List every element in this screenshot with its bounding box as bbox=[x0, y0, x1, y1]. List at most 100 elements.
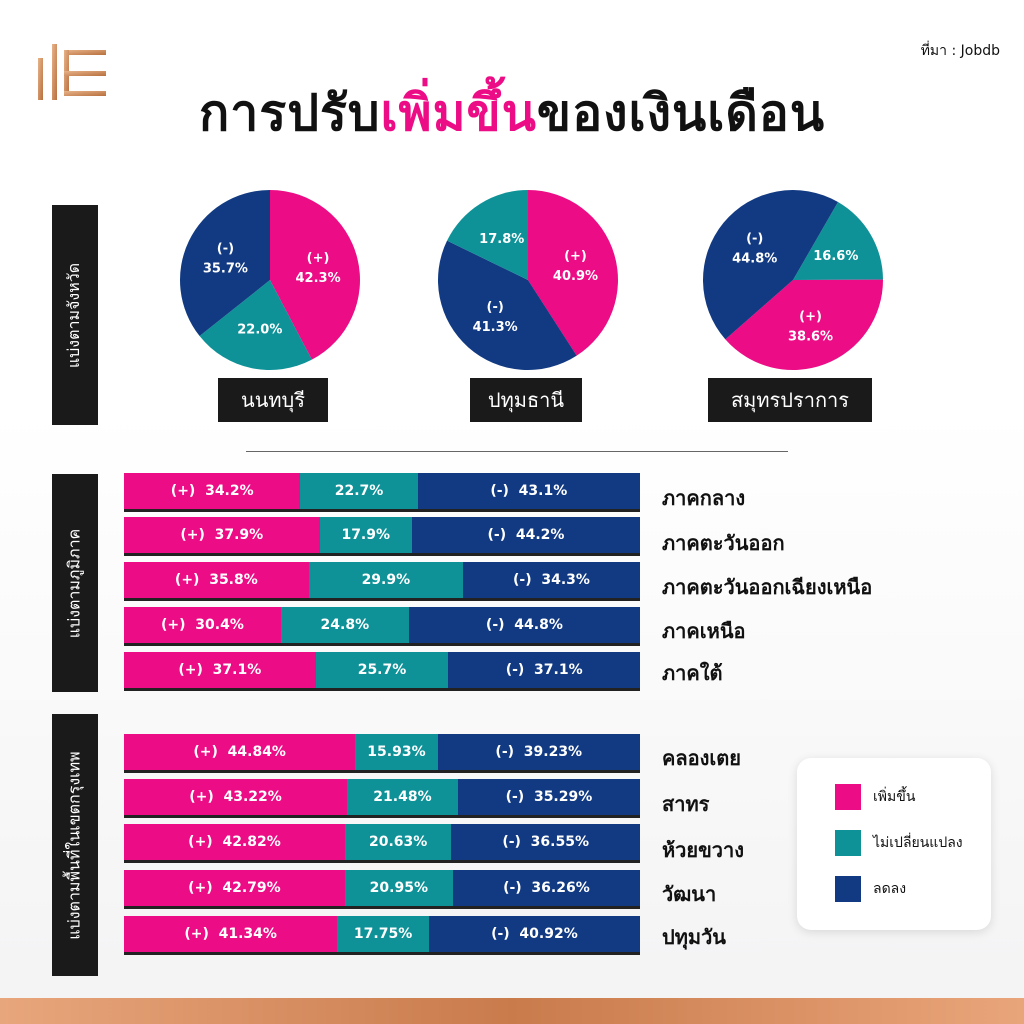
bangkok-category-label: ปทุมวัน bbox=[662, 925, 726, 949]
pie-value-label-decrease: 35.7% bbox=[203, 262, 248, 277]
bar-segment-decrease: (-) 36.55% bbox=[451, 824, 640, 860]
region-bar-row: (+) 35.8% 29.9% (-) 34.3% bbox=[124, 562, 640, 601]
bangkok-bar-row: (+) 44.84% 15.93% (-) 39.23% bbox=[124, 734, 640, 773]
province-label-samutprakan: สมุทรปราการ bbox=[708, 378, 872, 422]
title-part-1: การปรับ bbox=[199, 84, 381, 142]
pie-slice-unchanged bbox=[199, 280, 312, 370]
bar-segment-unchanged: 25.7% bbox=[315, 652, 449, 688]
pie-chart-nonthaburi: (+) 42.3% 22.0% (-) 35.7% bbox=[180, 190, 360, 370]
pie-prefix-increase: (+) bbox=[307, 251, 330, 266]
bangkok-bar-row: (+) 43.22% 21.48% (-) 35.29% bbox=[124, 779, 640, 818]
section-label-region: แบ่งตามภูมิภาค bbox=[64, 528, 84, 638]
legend-label-unchanged: ไม่เปลี่ยนแปลง bbox=[873, 835, 963, 851]
pie-value-label-unchanged: 22.0% bbox=[237, 322, 282, 337]
bangkok-category-label: สาทร bbox=[662, 792, 710, 816]
region-bar-row: (+) 37.1% 25.7% (-) 37.1% bbox=[124, 652, 640, 691]
pie-slice-unchanged bbox=[447, 190, 528, 280]
bar-segment-increase: (+) 37.9% bbox=[124, 517, 320, 553]
pie-chart-samutprakan: 16.6% (+) 38.6% (-) 44.8% bbox=[702, 189, 883, 370]
section-divider bbox=[246, 451, 788, 452]
region-category-label: ภาคตะวันออก bbox=[662, 531, 785, 555]
bar-segment-decrease: (-) 43.1% bbox=[417, 473, 640, 509]
legend-label-increase: เพิ่มขึ้น bbox=[873, 789, 916, 805]
bar-segment-unchanged: 22.7% bbox=[300, 473, 418, 509]
pie-slice-increase bbox=[725, 279, 883, 370]
title-part-2: ของเงินเดือน bbox=[536, 84, 825, 142]
bar-segment-decrease: (-) 35.29% bbox=[457, 779, 640, 815]
bar-segment-decrease: (-) 34.3% bbox=[463, 562, 640, 598]
bar-segment-unchanged: 29.9% bbox=[308, 562, 463, 598]
bar-segment-unchanged: 21.48% bbox=[347, 779, 458, 815]
region-category-label: ภาคใต้ bbox=[662, 661, 723, 685]
bar-segment-increase: (+) 42.82% bbox=[124, 824, 345, 860]
pie-value-label-decrease: 41.3% bbox=[473, 320, 518, 335]
legend-label-decrease: ลดลง bbox=[873, 881, 907, 897]
pie-slice-increase bbox=[270, 190, 360, 360]
bangkok-category-label: ห้วยขวาง bbox=[662, 838, 745, 862]
bar-segment-increase: (+) 30.4% bbox=[124, 607, 281, 643]
bangkok-category-label: วัฒนา bbox=[662, 882, 717, 906]
bar-segment-increase: (+) 43.22% bbox=[124, 779, 348, 815]
pie-prefix-decrease: (-) bbox=[217, 242, 234, 257]
bar-segment-decrease: (-) 37.1% bbox=[448, 652, 640, 688]
bangkok-bar-row: (+) 42.79% 20.95% (-) 36.26% bbox=[124, 870, 640, 909]
bar-segment-unchanged: 20.95% bbox=[344, 870, 453, 906]
bar-segment-increase: (+) 44.84% bbox=[124, 734, 356, 770]
pie-value-label-unchanged: 16.6% bbox=[813, 249, 858, 264]
page-title: การปรับเพิ่มขึ้นของเงินเดือน bbox=[0, 74, 1024, 153]
region-category-label: ภาคเหนือ bbox=[662, 619, 746, 643]
region-bar-row: (+) 37.9% 17.9% (-) 44.2% bbox=[124, 517, 640, 556]
pie-value-label-increase: 38.6% bbox=[788, 329, 833, 344]
region-category-label: ภาคตะวันออกเฉียงเหนือ bbox=[662, 575, 873, 599]
pie-slice-decrease bbox=[702, 189, 838, 340]
pie-value-label-increase: 40.9% bbox=[553, 269, 598, 284]
bangkok-category-label: คลองเตย bbox=[662, 746, 741, 770]
pie-slice-decrease bbox=[180, 190, 270, 337]
bar-segment-increase: (+) 37.1% bbox=[124, 652, 316, 688]
section-label-province: แบ่งตามจังหวัด bbox=[64, 262, 84, 368]
pie-slice-decrease bbox=[438, 240, 577, 370]
pie-chart-pathumthani: (+) 40.9% (-) 41.3% 17.8% bbox=[438, 190, 618, 370]
bar-segment-increase: (+) 42.79% bbox=[124, 870, 345, 906]
section-tab-bangkok: แบ่งตามพื้นที่ในเขตกรุงเทพ bbox=[52, 714, 98, 976]
legend-swatch-unchanged bbox=[835, 830, 861, 856]
section-label-bangkok: แบ่งตามพื้นที่ในเขตกรุงเทพ bbox=[64, 750, 84, 940]
legend-item-increase: เพิ่มขึ้น bbox=[835, 784, 915, 810]
legend-item-decrease: ลดลง bbox=[835, 876, 906, 902]
pie-prefix-decrease: (-) bbox=[746, 232, 763, 247]
section-tab-region: แบ่งตามภูมิภาค bbox=[52, 474, 98, 692]
province-label-nonthaburi: นนทบุรี bbox=[218, 378, 328, 422]
bar-segment-increase: (+) 41.34% bbox=[124, 916, 338, 952]
legend-item-unchanged: ไม่เปลี่ยนแปลง bbox=[835, 830, 963, 856]
region-category-label: ภาคกลาง bbox=[662, 486, 746, 510]
legend-swatch-decrease bbox=[835, 876, 861, 902]
region-bar-row: (+) 30.4% 24.8% (-) 44.8% bbox=[124, 607, 640, 646]
section-tab-province: แบ่งตามจังหวัด bbox=[52, 205, 98, 425]
region-bar-row: (+) 34.2% 22.7% (-) 43.1% bbox=[124, 473, 640, 512]
legend-swatch-increase bbox=[835, 784, 861, 810]
bar-segment-unchanged: 24.8% bbox=[280, 607, 409, 643]
bar-segment-unchanged: 15.93% bbox=[355, 734, 438, 770]
title-highlight: เพิ่มขึ้น bbox=[380, 84, 537, 142]
bar-segment-increase: (+) 34.2% bbox=[124, 473, 301, 509]
pie-prefix-increase: (+) bbox=[799, 309, 822, 324]
bar-segment-decrease: (-) 44.2% bbox=[411, 517, 640, 553]
bangkok-bar-row: (+) 42.82% 20.63% (-) 36.55% bbox=[124, 824, 640, 863]
province-label-pathumthani: ปทุมธานี bbox=[470, 378, 582, 422]
pie-value-label-increase: 42.3% bbox=[296, 271, 341, 286]
brand-logo bbox=[38, 44, 106, 100]
pie-value-label-unchanged: 17.8% bbox=[479, 232, 524, 247]
footer-bar bbox=[0, 998, 1024, 1024]
pie-prefix-decrease: (-) bbox=[487, 300, 504, 315]
bar-segment-decrease: (-) 39.23% bbox=[437, 734, 640, 770]
pie-slice-increase bbox=[528, 190, 618, 356]
pie-prefix-increase: (+) bbox=[564, 249, 587, 264]
bar-segment-unchanged: 17.9% bbox=[319, 517, 412, 553]
source-note: ที่มา : Jobdb bbox=[920, 43, 1000, 59]
pie-value-label-decrease: 44.8% bbox=[732, 252, 777, 267]
pie-slice-unchanged bbox=[793, 202, 883, 280]
bar-segment-unchanged: 17.75% bbox=[337, 916, 429, 952]
bar-segment-decrease: (-) 36.26% bbox=[452, 870, 640, 906]
bar-segment-unchanged: 20.63% bbox=[344, 824, 452, 860]
bar-segment-decrease: (-) 40.92% bbox=[428, 916, 640, 952]
